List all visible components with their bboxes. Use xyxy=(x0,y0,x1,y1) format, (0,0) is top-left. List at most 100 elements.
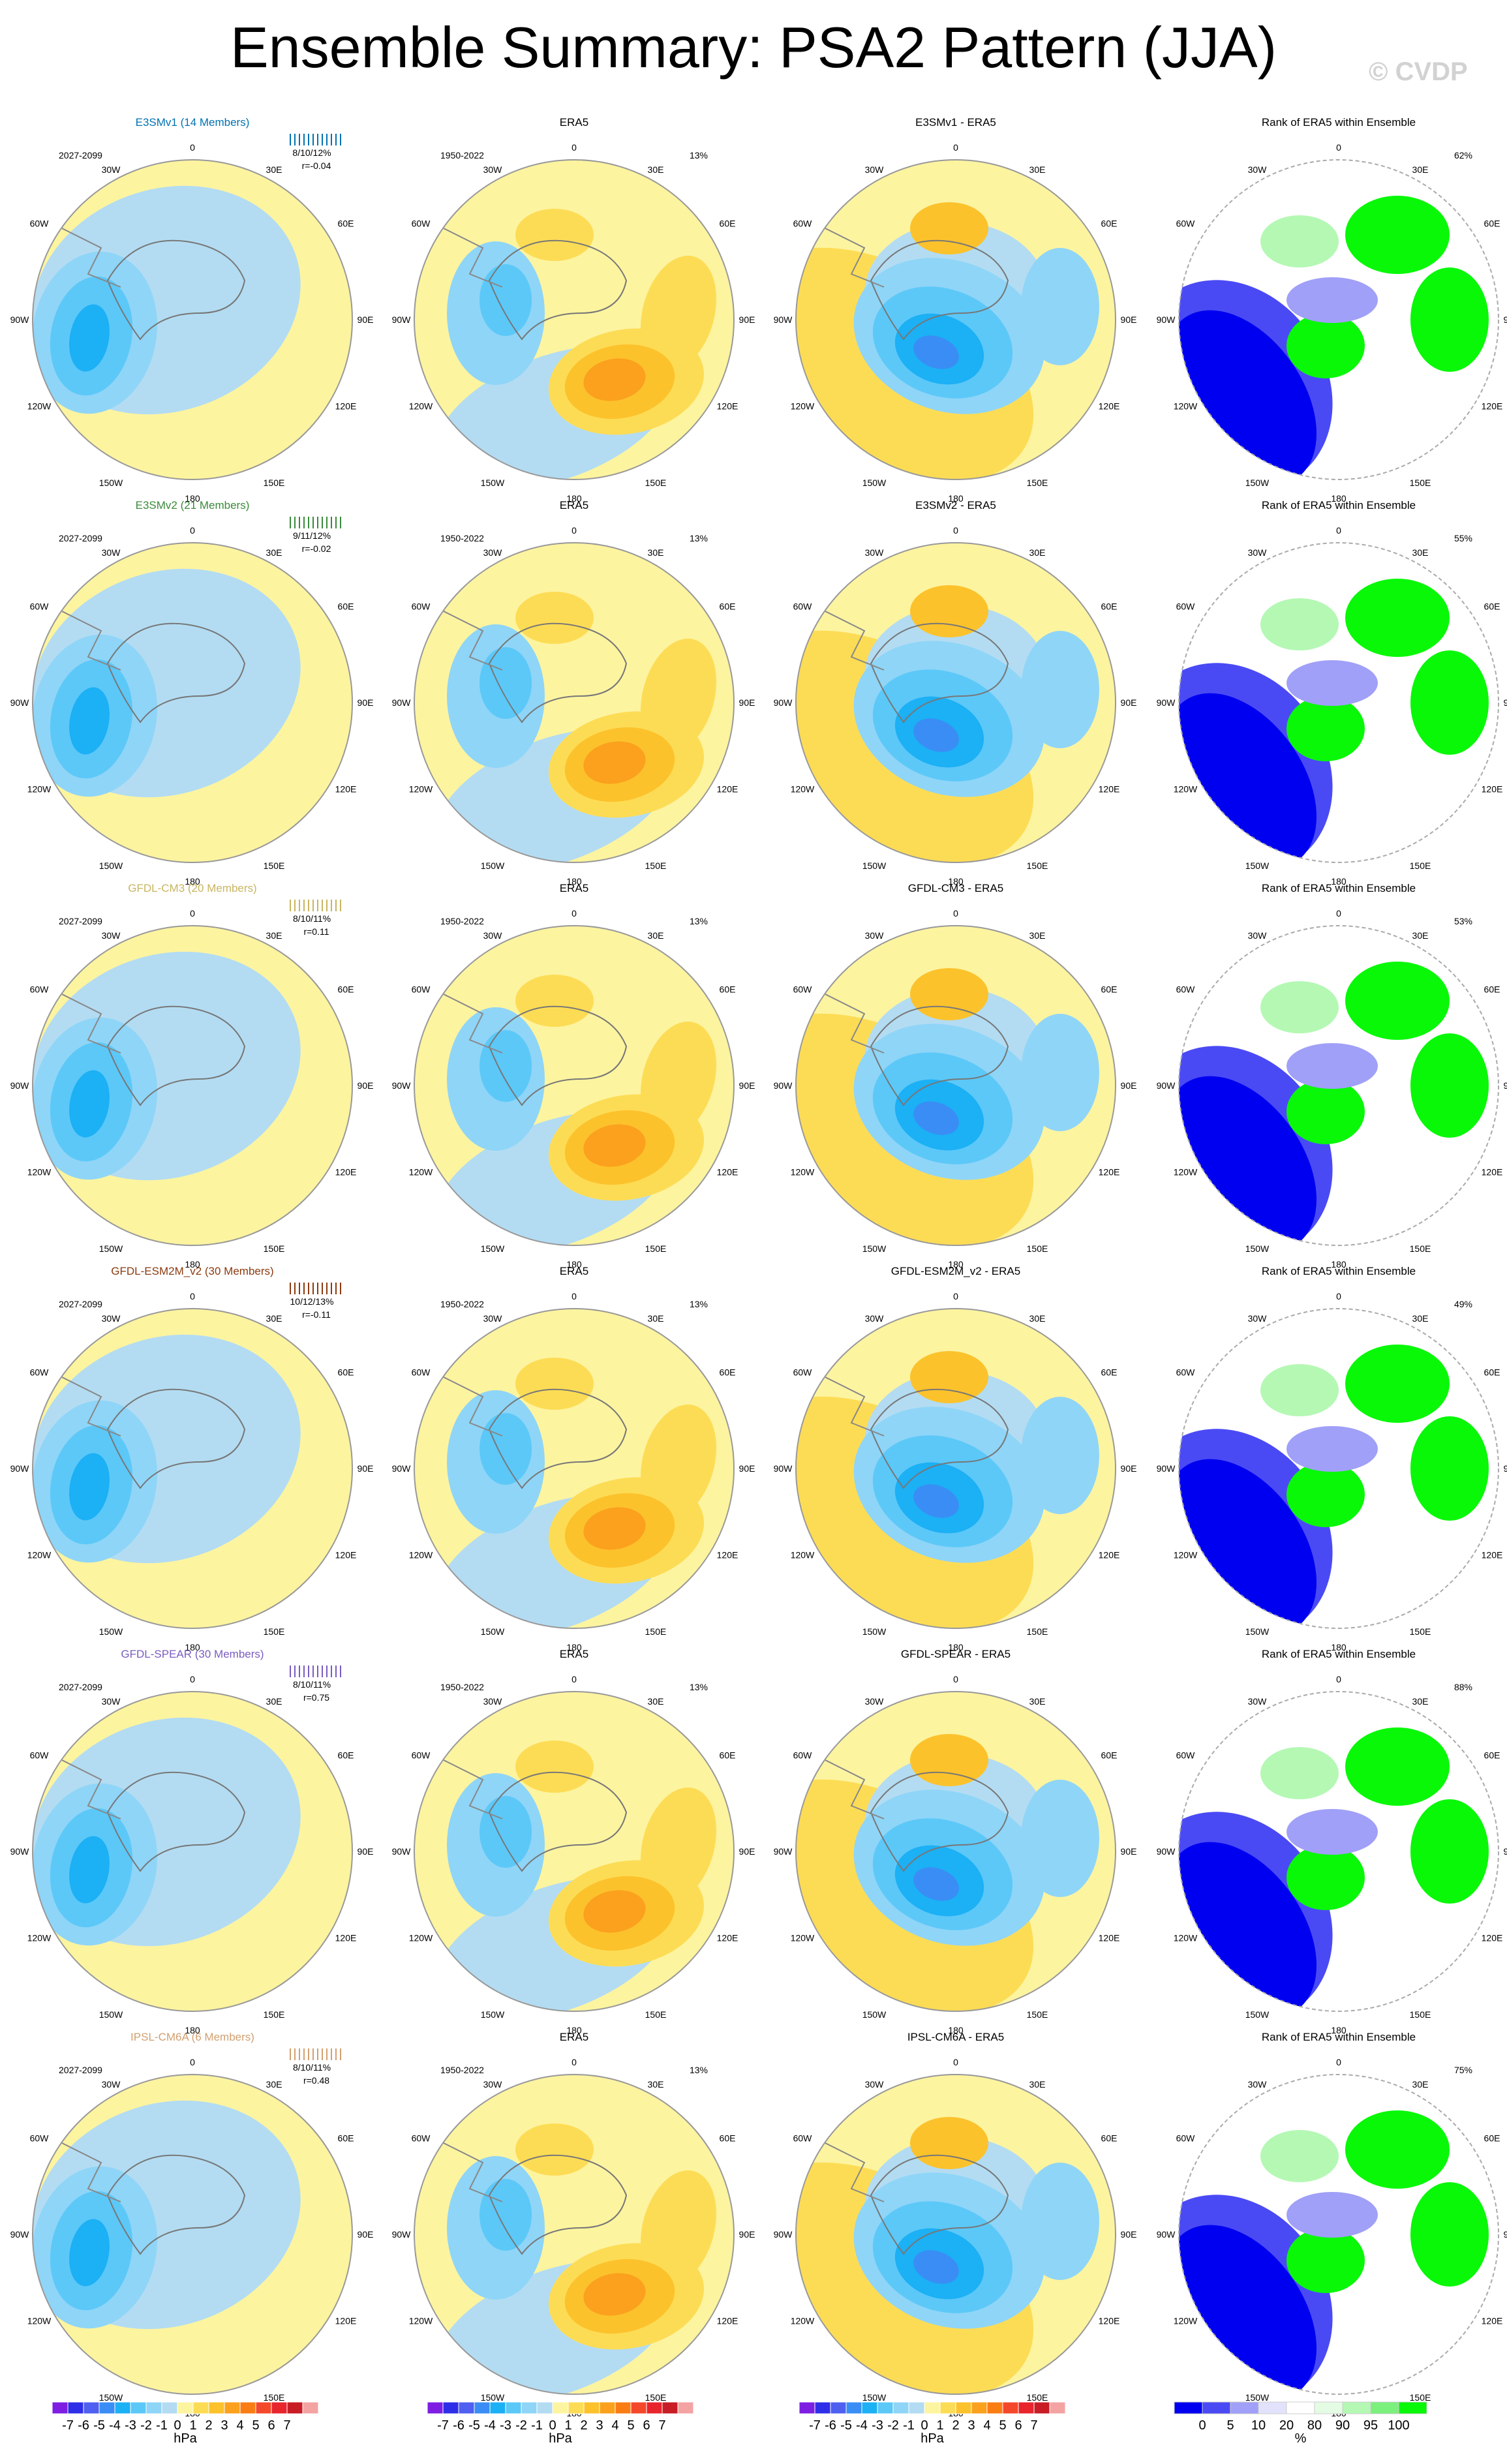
colorbar-tick-label: 10 xyxy=(1251,2418,1266,2433)
longitude-label: 90W xyxy=(774,697,793,708)
contour-region xyxy=(910,968,988,1020)
colorbar-tick-label: -5 xyxy=(468,2418,480,2433)
colorbar-swatch xyxy=(830,2401,847,2414)
coastline xyxy=(61,1376,121,1437)
longitude-label: 120W xyxy=(1174,784,1198,795)
longitude-label: 0 xyxy=(1336,142,1341,153)
longitude-label: 90W xyxy=(774,1846,793,1857)
longitude-label: 60E xyxy=(1101,601,1118,612)
colorbar-tick-label: 100 xyxy=(1388,2418,1409,2433)
coastline xyxy=(443,1376,503,1437)
colorbar-unit: hPa xyxy=(549,2431,572,2446)
colorbar-swatch xyxy=(986,2401,1003,2414)
longitude-label: 30W xyxy=(865,1696,885,1707)
coastline xyxy=(870,1771,1009,1872)
longitude-label: 150W xyxy=(862,1243,887,1254)
longitude-label: 120W xyxy=(27,401,52,412)
model-correlation: r=0.75 xyxy=(303,1692,329,1703)
coastline xyxy=(443,611,503,671)
colorbar-tick-label: -3 xyxy=(125,2418,136,2433)
longitude-label: 150E xyxy=(264,860,285,871)
longitude-label: 150W xyxy=(1245,1243,1270,1254)
model-stats: 8/10/11% xyxy=(293,2062,331,2073)
longitude-label: 150E xyxy=(264,1243,285,1254)
longitude-label: 30W xyxy=(1248,547,1268,558)
longitude-label: 90W xyxy=(10,1080,30,1091)
coastline xyxy=(106,1005,246,1106)
era5-panel-title: ERA5 xyxy=(560,499,588,511)
era5-period: 1950-2022 xyxy=(440,533,484,543)
coastline xyxy=(488,1771,628,1872)
longitude-label: 120W xyxy=(1174,2316,1198,2326)
colorbar-tick-label: -3 xyxy=(500,2418,511,2433)
longitude-label: 90W xyxy=(392,697,412,708)
longitude-label: 180 xyxy=(948,1642,964,1652)
longitude-label: 90E xyxy=(358,697,374,708)
colorbar-tick-label: -6 xyxy=(453,2418,464,2433)
longitude-label: 180 xyxy=(566,1259,582,1270)
colorbar-tick-label: 0 xyxy=(174,2418,181,2433)
map-border xyxy=(32,1308,353,1629)
colorbar-tick-label: 7 xyxy=(1030,2418,1037,2433)
contour-region xyxy=(69,2219,110,2287)
rank-region xyxy=(1410,267,1489,372)
contour-region xyxy=(913,335,959,369)
colorbar-swatch xyxy=(955,2401,972,2414)
longitude-label: 150W xyxy=(1245,2009,1270,2020)
longitude-label: 90W xyxy=(10,314,30,325)
colorbar-era5: -7 -6 -5 -4 -3 -2 -1 0 1 2 3 4 5 6 7 hPa xyxy=(427,2401,694,2446)
rank-panel-title: Rank of ERA5 within Ensemble xyxy=(1262,499,1416,511)
map-border xyxy=(32,1691,353,2012)
longitude-label: 0 xyxy=(1336,2057,1341,2067)
longitude-label: 180 xyxy=(185,1259,200,1270)
longitude-label: 150W xyxy=(99,860,123,871)
page-title: Ensemble Summary: PSA2 Pattern (JJA) xyxy=(230,15,1277,80)
contour-region xyxy=(910,585,988,637)
coastline xyxy=(825,994,885,1054)
colorbar-tick-label: 2 xyxy=(580,2418,587,2433)
contour-region xyxy=(583,2273,646,2316)
contour-region xyxy=(69,687,110,755)
longitude-label: 60W xyxy=(30,601,50,612)
colorbar-tick-label: -2 xyxy=(140,2418,152,2433)
colorbar-swatch xyxy=(161,2401,178,2414)
coastline xyxy=(106,239,246,341)
colorbar-tick-label: -5 xyxy=(840,2418,852,2433)
contour-region xyxy=(910,1734,988,1786)
colorbar-tick-label: -7 xyxy=(809,2418,821,2433)
longitude-label: 90E xyxy=(739,2229,755,2240)
longitude-label: 120W xyxy=(1174,401,1198,412)
era5-period: 1950-2022 xyxy=(440,2065,484,2075)
longitude-label: 60E xyxy=(338,1367,354,1378)
colorbar-tick-label: 2 xyxy=(205,2418,212,2433)
colorbar-tick-label: -5 xyxy=(93,2418,105,2433)
contour-region xyxy=(515,1741,594,1793)
colorbar-swatch xyxy=(427,2401,444,2414)
longitude-label: 150W xyxy=(481,2009,505,2020)
longitude-label: 150W xyxy=(862,860,887,871)
longitude-label: 150E xyxy=(1410,2392,1431,2403)
diff-panel-title: IPSL-CM6A - ERA5 xyxy=(907,2031,1004,2043)
longitude-label: 150W xyxy=(481,2392,505,2403)
contour-region xyxy=(480,1796,532,1868)
colorbar-tick-label: -6 xyxy=(825,2418,836,2433)
model-panel-title: GFDL-SPEAR (30 Members) xyxy=(121,1648,264,1660)
longitude-label: 0 xyxy=(1336,1291,1341,1301)
longitude-label: 150E xyxy=(645,2392,667,2403)
colorbar-tick-label: -2 xyxy=(887,2418,899,2433)
longitude-label: 90E xyxy=(358,2229,374,2240)
rank-region xyxy=(1260,1364,1339,1416)
era5-percent: 13% xyxy=(690,150,708,160)
era5-panel-title: ERA5 xyxy=(560,882,588,894)
colorbar-tick-label: 7 xyxy=(283,2418,290,2433)
contour-region xyxy=(583,1507,646,1550)
contour-region xyxy=(515,209,594,261)
longitude-label: 150E xyxy=(1410,1243,1431,1254)
colorbar-swatch xyxy=(67,2401,84,2414)
contour-region xyxy=(1021,1397,1099,1514)
longitude-label: 60E xyxy=(338,2133,354,2144)
model-correlation: r=0.48 xyxy=(303,2075,329,2086)
rank-region xyxy=(1260,2130,1339,2182)
